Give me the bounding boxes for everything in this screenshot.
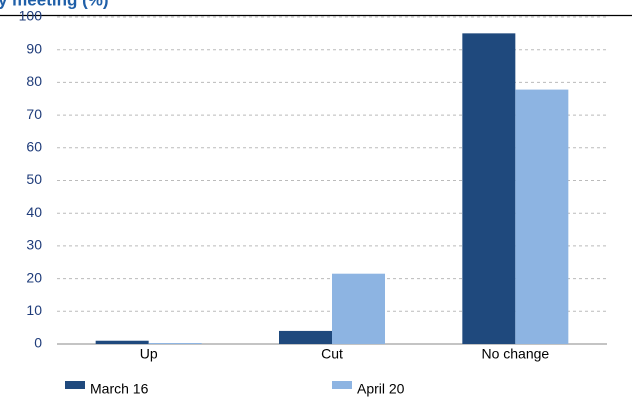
bar: [462, 33, 516, 344]
y-tick-label: 40: [26, 204, 42, 220]
x-tick-label: No change: [481, 346, 549, 362]
y-tick-label: 50: [26, 171, 42, 187]
legend-label: March 16: [90, 381, 149, 397]
bar: [148, 343, 202, 344]
legend-swatch: [65, 381, 85, 389]
bar: [332, 273, 385, 344]
x-tick-label: Cut: [321, 346, 343, 362]
y-tick-label: 60: [26, 139, 42, 155]
y-tick-label: 20: [26, 269, 42, 285]
x-tick-label: Up: [140, 346, 158, 362]
y-tick-label: 70: [26, 106, 42, 122]
y-tick-label: 90: [26, 40, 42, 56]
y-tick-label: 100: [19, 8, 43, 24]
y-tick-label: 30: [26, 237, 42, 253]
y-tick-label: 10: [26, 302, 42, 318]
legend-swatch: [332, 381, 352, 389]
chart-title: y meeting (%): [0, 0, 109, 9]
bar: [279, 330, 332, 344]
bar: [95, 340, 149, 344]
y-tick-label: 80: [26, 73, 42, 89]
legend-label: April 20: [357, 381, 405, 397]
bar: [515, 89, 569, 345]
y-tick-label: 0: [34, 335, 42, 351]
